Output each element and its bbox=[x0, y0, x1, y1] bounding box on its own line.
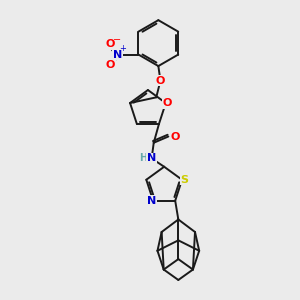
Text: N: N bbox=[147, 153, 156, 164]
Text: N: N bbox=[113, 50, 122, 60]
Text: O: O bbox=[171, 131, 180, 142]
Text: N: N bbox=[148, 196, 157, 206]
Text: +: + bbox=[119, 44, 126, 53]
Text: O: O bbox=[156, 76, 165, 85]
Text: O: O bbox=[106, 60, 115, 70]
Text: O: O bbox=[162, 98, 172, 108]
Text: H: H bbox=[139, 153, 147, 164]
Text: S: S bbox=[180, 175, 188, 185]
Text: −: − bbox=[112, 35, 121, 45]
Text: O: O bbox=[106, 39, 115, 49]
